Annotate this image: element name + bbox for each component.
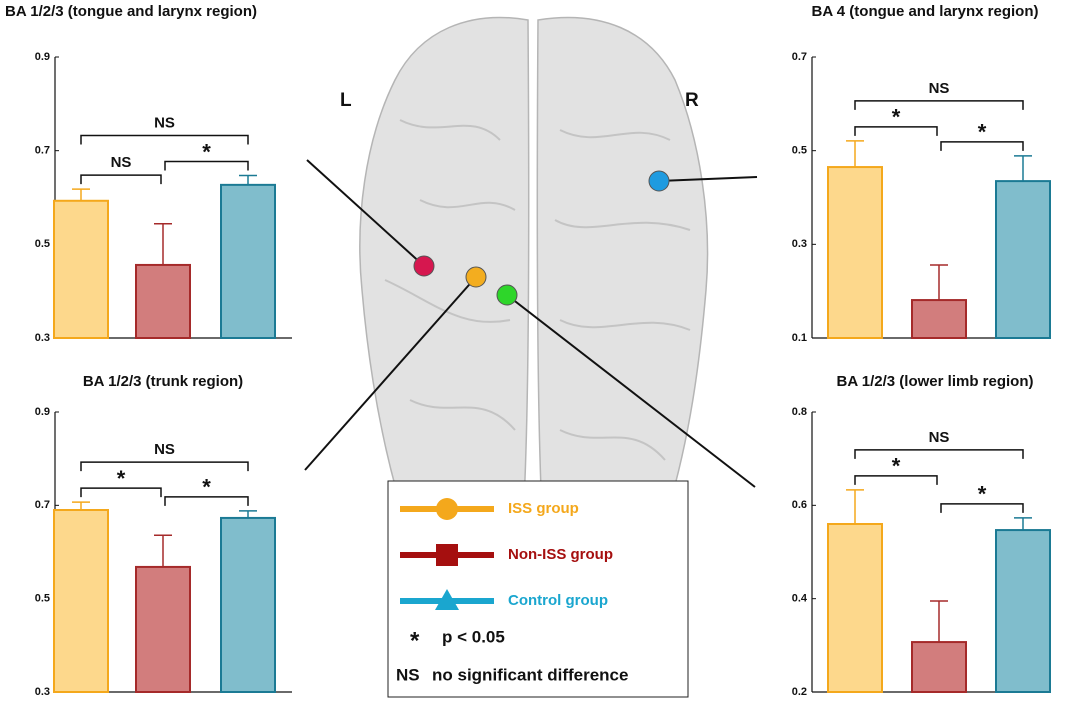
significance-label: NS bbox=[154, 114, 175, 131]
y-tick-label: 0.9 bbox=[35, 406, 50, 418]
bar bbox=[995, 180, 1051, 339]
y-tick-label: 0.7 bbox=[792, 51, 807, 63]
bar bbox=[827, 166, 883, 339]
significance-label: * bbox=[978, 120, 987, 145]
right-hemisphere bbox=[536, 16, 709, 571]
bar-panel: BA 4 (tongue and larynx region) 0.1 0.3 0.5… bbox=[792, 3, 1051, 344]
bar-panel: BA 1/2/3 (trunk region) 0.3 0.5 0.7 0.9 * * NS bbox=[35, 373, 292, 698]
y-tick-label: 0.2 bbox=[792, 686, 807, 698]
significance-label: NS bbox=[111, 154, 132, 171]
region-dot bbox=[496, 284, 518, 306]
y-tick-label: 0.8 bbox=[792, 406, 807, 418]
bar bbox=[135, 565, 191, 694]
bar bbox=[220, 516, 276, 694]
significance-label: NS bbox=[929, 80, 950, 97]
significance-label: * bbox=[892, 454, 901, 479]
significance-label: * bbox=[202, 475, 211, 500]
region-dot bbox=[648, 170, 670, 192]
y-tick-label: 0.5 bbox=[35, 238, 50, 250]
legend-label: Non-ISS group bbox=[508, 546, 613, 563]
legend-symbol: * bbox=[410, 627, 420, 654]
legend: ISS group Non-ISS group Control group * p < … bbox=[396, 498, 628, 684]
legend-marker bbox=[435, 589, 459, 610]
significance-bracket bbox=[164, 496, 249, 506]
left-hemisphere bbox=[359, 16, 530, 571]
connector bbox=[304, 276, 477, 471]
y-tick-label: 0.7 bbox=[35, 145, 50, 157]
bar bbox=[995, 529, 1051, 693]
y-tick-label: 0.7 bbox=[35, 499, 50, 511]
significance-bracket bbox=[940, 141, 1024, 151]
legend-note: p < 0.05 bbox=[442, 627, 505, 646]
significance-label: NS bbox=[154, 441, 175, 458]
bar bbox=[911, 299, 967, 340]
legend-note: no significant difference bbox=[432, 665, 628, 684]
panel-title: BA 1/2/3 (trunk region) bbox=[83, 373, 243, 390]
significance-label: NS bbox=[929, 429, 950, 446]
legend-symbol: NS bbox=[396, 665, 420, 684]
connector bbox=[658, 176, 758, 182]
panel-title: BA 4 (tongue and larynx region) bbox=[812, 3, 1039, 20]
legend-marker bbox=[436, 498, 458, 520]
y-tick-label: 0.5 bbox=[35, 593, 50, 605]
significance-label: * bbox=[892, 105, 901, 130]
panel-title: BA 1/2/3 (lower limb region) bbox=[837, 373, 1034, 390]
significance-bracket bbox=[80, 487, 162, 498]
panel-title: BA 1/2/3 (tongue and larynx region) bbox=[5, 3, 257, 20]
bar-panel: BA 1/2/3 (tongue and larynx region) 0.3 0.… bbox=[5, 3, 292, 344]
significance-bracket bbox=[854, 475, 938, 485]
connector bbox=[306, 159, 425, 267]
y-tick-label: 0.6 bbox=[792, 499, 807, 511]
significance-label: * bbox=[978, 482, 987, 507]
bar bbox=[53, 199, 109, 339]
significance-bracket bbox=[854, 100, 1024, 110]
legend-box bbox=[387, 480, 689, 698]
region-dot bbox=[465, 266, 487, 288]
legend-marker bbox=[436, 544, 458, 566]
y-tick-label: 0.3 bbox=[35, 332, 50, 344]
bar-panel: BA 1/2/3 (lower limb region) 0.2 0.4 0.6 0.8… bbox=[792, 373, 1051, 698]
bar bbox=[135, 263, 191, 339]
right-label: R bbox=[685, 90, 699, 111]
significance-bracket bbox=[940, 503, 1024, 513]
significance-bracket bbox=[854, 126, 938, 136]
significance-bracket bbox=[80, 461, 249, 472]
y-tick-label: 0.3 bbox=[792, 238, 807, 250]
brain: L R bbox=[304, 16, 758, 571]
connector bbox=[506, 294, 756, 488]
y-tick-label: 0.4 bbox=[792, 593, 808, 605]
significance-bracket bbox=[80, 134, 249, 145]
bar bbox=[827, 523, 883, 693]
y-tick-label: 0.1 bbox=[792, 332, 807, 344]
legend-label: Control group bbox=[508, 592, 608, 609]
significance-bracket bbox=[80, 174, 162, 185]
region-dot bbox=[413, 255, 435, 277]
bar bbox=[53, 509, 109, 693]
y-tick-label: 0.9 bbox=[35, 51, 50, 63]
significance-label: * bbox=[117, 466, 126, 491]
bar bbox=[911, 641, 967, 693]
connector-lines bbox=[304, 159, 758, 488]
left-label: L bbox=[340, 90, 352, 111]
significance-label: * bbox=[202, 139, 211, 164]
significance-bracket bbox=[854, 449, 1024, 459]
legend-label: ISS group bbox=[508, 500, 579, 517]
bar bbox=[220, 183, 276, 339]
y-tick-label: 0.3 bbox=[35, 686, 50, 698]
significance-bracket bbox=[164, 160, 249, 171]
y-tick-label: 0.5 bbox=[792, 145, 807, 157]
